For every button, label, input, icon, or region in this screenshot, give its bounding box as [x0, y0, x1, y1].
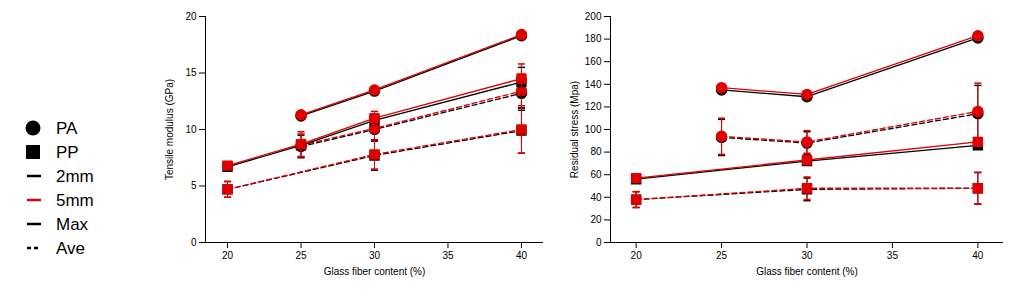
svg-text:Glass fiber content (%): Glass fiber content (%) — [324, 266, 426, 277]
svg-text:25: 25 — [716, 250, 728, 261]
svg-text:100: 100 — [585, 124, 602, 135]
svg-text:40: 40 — [972, 250, 984, 261]
svg-text:Residual stress (Mpa): Residual stress (Mpa) — [569, 81, 580, 178]
svg-text:20: 20 — [222, 250, 234, 261]
svg-text:20: 20 — [590, 214, 602, 225]
svg-text:20: 20 — [185, 11, 197, 22]
svg-text:40: 40 — [590, 192, 602, 203]
svg-text:40: 40 — [516, 250, 528, 261]
svg-text:Glass fiber content (%): Glass fiber content (%) — [756, 266, 858, 277]
svg-text:60: 60 — [590, 169, 602, 180]
svg-text:0: 0 — [596, 237, 602, 248]
svg-text:140: 140 — [585, 79, 602, 90]
svg-text:Tensile modulus (GPa): Tensile modulus (GPa) — [164, 79, 175, 180]
svg-text:30: 30 — [369, 250, 381, 261]
svg-text:5: 5 — [191, 180, 197, 191]
svg-text:80: 80 — [590, 146, 602, 157]
svg-text:120: 120 — [585, 101, 602, 112]
svg-text:35: 35 — [442, 250, 454, 261]
svg-text:25: 25 — [295, 250, 307, 261]
svg-text:Ave: Ave — [56, 239, 85, 258]
svg-text:35: 35 — [887, 250, 899, 261]
svg-text:0: 0 — [191, 237, 197, 248]
svg-text:10: 10 — [185, 124, 197, 135]
svg-text:PA: PA — [56, 119, 78, 138]
svg-text:160: 160 — [585, 56, 602, 67]
svg-text:200: 200 — [585, 11, 602, 22]
svg-text:2mm: 2mm — [56, 167, 94, 186]
svg-text:5mm: 5mm — [56, 191, 94, 210]
svg-text:30: 30 — [801, 250, 813, 261]
svg-text:180: 180 — [585, 33, 602, 44]
svg-text:20: 20 — [631, 250, 643, 261]
svg-text:PP: PP — [56, 143, 79, 162]
svg-text:15: 15 — [185, 67, 197, 78]
svg-text:Max: Max — [56, 215, 89, 234]
